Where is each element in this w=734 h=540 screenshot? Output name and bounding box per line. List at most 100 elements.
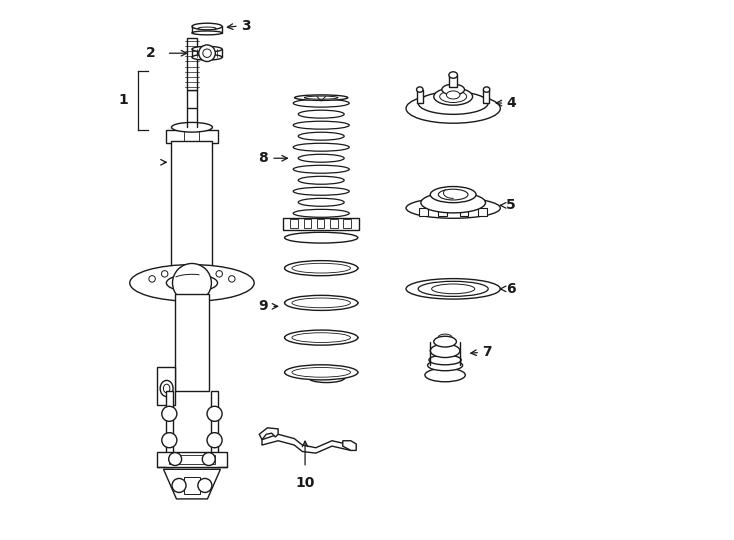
Ellipse shape: [293, 99, 349, 107]
Ellipse shape: [192, 55, 222, 60]
Bar: [169, 455, 215, 464]
Circle shape: [172, 478, 186, 492]
Ellipse shape: [430, 186, 476, 202]
Polygon shape: [157, 367, 175, 404]
Bar: [184, 477, 200, 494]
Ellipse shape: [298, 198, 344, 206]
Ellipse shape: [418, 281, 488, 296]
Ellipse shape: [294, 95, 348, 100]
Ellipse shape: [418, 92, 488, 114]
Circle shape: [203, 49, 211, 57]
Text: 4: 4: [506, 96, 516, 110]
Ellipse shape: [285, 261, 358, 276]
Ellipse shape: [298, 110, 344, 118]
Bar: [186, 90, 197, 109]
Bar: [157, 451, 227, 467]
Text: 6: 6: [506, 282, 515, 296]
Ellipse shape: [285, 295, 358, 310]
Ellipse shape: [285, 365, 358, 380]
Ellipse shape: [406, 93, 501, 123]
Circle shape: [199, 45, 215, 62]
Bar: [211, 391, 218, 467]
Ellipse shape: [425, 368, 465, 382]
Bar: [166, 391, 172, 467]
Ellipse shape: [130, 265, 254, 301]
Ellipse shape: [434, 336, 457, 347]
Bar: [304, 219, 311, 228]
Bar: [317, 219, 324, 228]
Bar: [172, 141, 212, 281]
Ellipse shape: [192, 46, 222, 52]
Polygon shape: [343, 441, 356, 450]
Ellipse shape: [446, 91, 460, 99]
Bar: [449, 75, 457, 87]
Ellipse shape: [172, 276, 212, 285]
Circle shape: [161, 271, 168, 277]
Ellipse shape: [440, 91, 467, 103]
Ellipse shape: [305, 96, 338, 99]
Text: 3: 3: [241, 19, 250, 33]
Bar: [438, 207, 447, 216]
Bar: [419, 207, 428, 216]
Circle shape: [203, 453, 215, 465]
Bar: [344, 219, 351, 228]
Ellipse shape: [285, 330, 358, 345]
Bar: [483, 90, 490, 103]
Bar: [330, 219, 338, 228]
Ellipse shape: [293, 210, 349, 217]
Bar: [417, 90, 423, 103]
Circle shape: [149, 275, 156, 282]
Ellipse shape: [293, 187, 349, 195]
Text: 2: 2: [146, 46, 156, 60]
Ellipse shape: [293, 165, 349, 173]
Ellipse shape: [434, 88, 473, 105]
Ellipse shape: [164, 384, 170, 393]
Circle shape: [172, 264, 211, 302]
Circle shape: [198, 478, 212, 492]
Text: 7: 7: [482, 346, 491, 360]
Ellipse shape: [292, 333, 351, 342]
Ellipse shape: [432, 284, 475, 294]
Circle shape: [228, 275, 235, 282]
Ellipse shape: [160, 380, 173, 396]
Ellipse shape: [449, 72, 457, 78]
Text: 8: 8: [258, 151, 268, 165]
Text: 10: 10: [295, 476, 315, 490]
Polygon shape: [164, 469, 220, 499]
Ellipse shape: [298, 132, 344, 140]
Polygon shape: [262, 434, 351, 453]
Ellipse shape: [298, 176, 344, 184]
Bar: [283, 218, 359, 230]
Polygon shape: [259, 428, 278, 440]
Ellipse shape: [428, 360, 462, 371]
Ellipse shape: [417, 87, 423, 92]
Ellipse shape: [285, 232, 358, 243]
Ellipse shape: [167, 274, 217, 292]
Ellipse shape: [430, 344, 460, 357]
Ellipse shape: [292, 264, 351, 273]
Circle shape: [216, 271, 222, 277]
Bar: [187, 38, 197, 90]
Ellipse shape: [292, 368, 351, 377]
Bar: [479, 207, 487, 216]
Ellipse shape: [429, 355, 461, 365]
Bar: [175, 294, 208, 391]
Ellipse shape: [442, 84, 465, 95]
Ellipse shape: [198, 27, 216, 30]
Ellipse shape: [192, 31, 222, 35]
Circle shape: [161, 433, 177, 448]
Bar: [459, 207, 468, 216]
Text: 5: 5: [506, 198, 516, 212]
Ellipse shape: [298, 154, 344, 162]
Circle shape: [207, 433, 222, 448]
Ellipse shape: [406, 279, 501, 299]
Ellipse shape: [192, 23, 222, 30]
Ellipse shape: [484, 87, 490, 92]
Ellipse shape: [293, 121, 349, 129]
Ellipse shape: [172, 123, 212, 132]
Ellipse shape: [308, 373, 345, 382]
Ellipse shape: [421, 192, 485, 213]
Ellipse shape: [293, 143, 349, 151]
Ellipse shape: [292, 298, 351, 308]
Bar: [291, 219, 298, 228]
